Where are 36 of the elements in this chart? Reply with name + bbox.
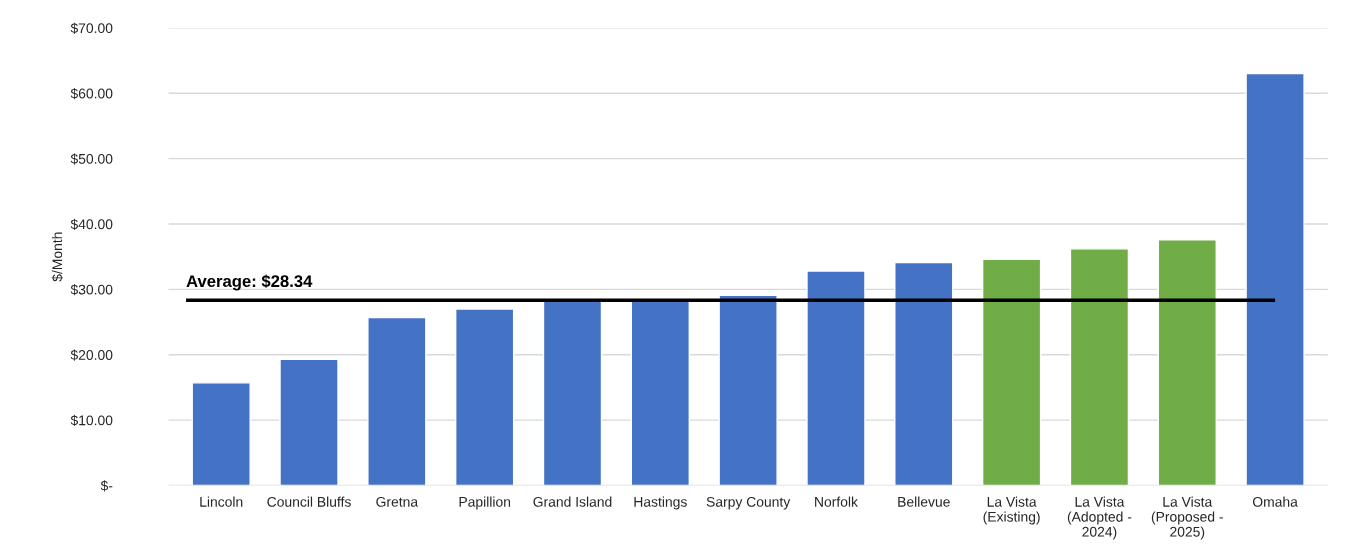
y-tick-label: $40.00: [70, 218, 113, 230]
bar: [1245, 72, 1305, 486]
bar: [542, 300, 603, 486]
x-tick-label: Council Bluffs: [267, 496, 351, 507]
x-tick-label: La Vista (Adopted - 2024): [1067, 496, 1132, 540]
bar: [454, 308, 515, 486]
x-tick-label: La Vista (Existing): [983, 496, 1040, 525]
bar: [1157, 238, 1217, 486]
bar: [279, 358, 339, 486]
x-tick-label: Bellevue: [898, 496, 950, 507]
bar: [718, 294, 778, 486]
y-tick-label: $60.00: [70, 88, 113, 100]
y-axis-title: $/Month: [51, 232, 63, 282]
bar: [894, 261, 954, 486]
x-tick-label: La Vista (Proposed - 2025): [1151, 496, 1223, 540]
x-tick-label: Norfolk: [815, 496, 858, 507]
y-tick-label: $-: [100, 480, 113, 492]
x-tick-label: Lincoln: [200, 496, 243, 507]
x-tick-label: Sarpy County: [706, 496, 791, 510]
bar: [630, 300, 690, 486]
x-tick-label: Papillion: [459, 496, 511, 510]
x-tick-label: Gretna: [376, 496, 419, 507]
bar: [1069, 248, 1130, 486]
x-tick-label: Grand Island: [533, 496, 612, 507]
y-tick-label: $20.00: [70, 349, 113, 361]
bar: [806, 270, 866, 486]
ref-line-label: Average: $28.34: [186, 274, 313, 291]
bar: [367, 316, 427, 486]
bar: [191, 382, 251, 486]
y-tick-label: $50.00: [70, 153, 113, 165]
x-tick-label: Hastings: [634, 496, 687, 510]
y-tick-label: $10.00: [70, 414, 113, 427]
y-tick-label: $30.00: [70, 284, 113, 296]
bar: [981, 258, 1042, 486]
x-tick-label: Omaha: [1252, 496, 1298, 507]
y-tick-label: $70.00: [70, 22, 113, 34]
